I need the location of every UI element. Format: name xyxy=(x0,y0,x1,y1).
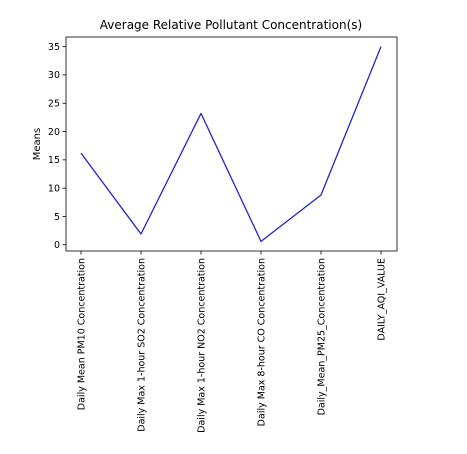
y-tick-label: 0 xyxy=(54,240,60,251)
y-tick-label: 35 xyxy=(48,42,60,53)
x-tick-label: Daily Max 1-hour NO2 Concentration xyxy=(196,258,207,433)
y-tick-label: 20 xyxy=(48,127,60,138)
chart-title: Average Relative Pollutant Concentration… xyxy=(100,18,362,32)
y-axis-label: Means xyxy=(32,128,43,160)
y-tick-label: 25 xyxy=(48,99,60,110)
series-layer xyxy=(80,46,382,243)
x-tick-label: Daily Max 8-hour CO Concentration xyxy=(256,258,267,426)
y-ticks: 0 5 10 15 20 25 30 35 xyxy=(48,42,66,251)
y-tick-label: 15 xyxy=(48,155,60,166)
y-tick-label: 30 xyxy=(48,70,60,81)
plot-frame xyxy=(65,36,398,252)
x-tick-label: Daily_Mean_PM25_Concentration xyxy=(316,258,327,415)
x-tick-label: Daily Mean PM10 Concentration xyxy=(76,258,87,410)
x-ticks: Daily Mean PM10 Concentration Daily Max 1… xyxy=(76,251,387,433)
x-tick-label: Daily Max 1-hour SO2 Concentration xyxy=(136,258,147,432)
x-tick-label: DAILY_AQI_VALUE xyxy=(376,258,387,341)
series-line xyxy=(80,46,382,243)
y-tick-label: 10 xyxy=(48,183,60,194)
y-tick-label: 5 xyxy=(54,212,60,223)
